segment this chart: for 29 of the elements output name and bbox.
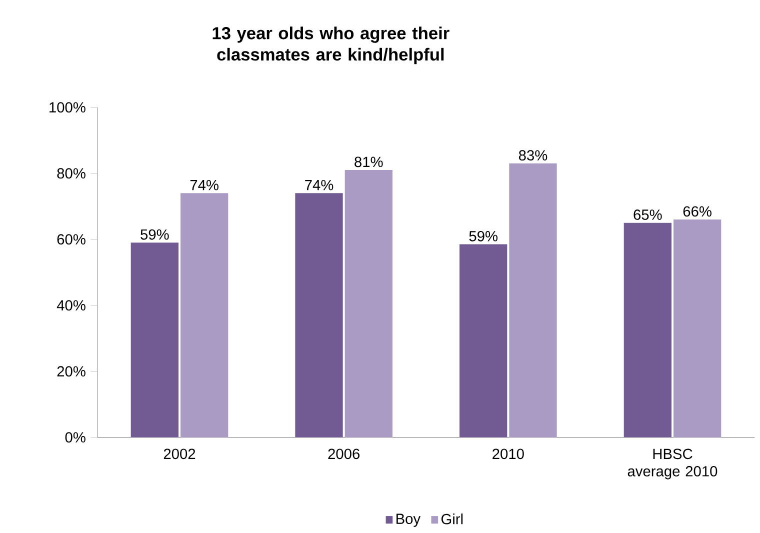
bar — [344, 170, 392, 438]
y-tick-label: 100% — [50, 102, 86, 112]
y-tick-label: 80% — [57, 168, 86, 178]
y-tick-label: 20% — [57, 366, 86, 376]
x-tick-label: 2006 — [328, 448, 360, 459]
x-tick-label: 2002 — [164, 448, 196, 459]
y-tick-label: 0% — [65, 432, 86, 442]
bar — [674, 219, 722, 438]
x-tick-label: HBSC average 2010 — [628, 448, 718, 480]
y-tick-label: 60% — [57, 234, 86, 244]
bar — [180, 192, 228, 438]
legend-label: Girl — [441, 513, 463, 524]
data-label: 66% — [683, 206, 712, 216]
bar — [460, 244, 508, 438]
legend-label: Boy — [396, 514, 421, 527]
bar — [295, 192, 343, 438]
data-label: 59% — [469, 230, 498, 242]
bar — [130, 242, 179, 438]
y-tick-label: 40% — [56, 300, 86, 310]
x-tick-label: 2010 — [492, 448, 524, 459]
data-label: 83% — [518, 150, 548, 160]
bar — [624, 222, 672, 438]
data-label: 74% — [190, 180, 218, 190]
bar — [509, 163, 557, 438]
data-label: 65% — [634, 209, 662, 220]
data-label: 74% — [305, 180, 334, 190]
data-label: 59% — [140, 229, 169, 240]
data-label: 81% — [354, 156, 383, 167]
chart-title: 13 year olds who agree their classmates are kind/helpful — [212, 26, 450, 64]
